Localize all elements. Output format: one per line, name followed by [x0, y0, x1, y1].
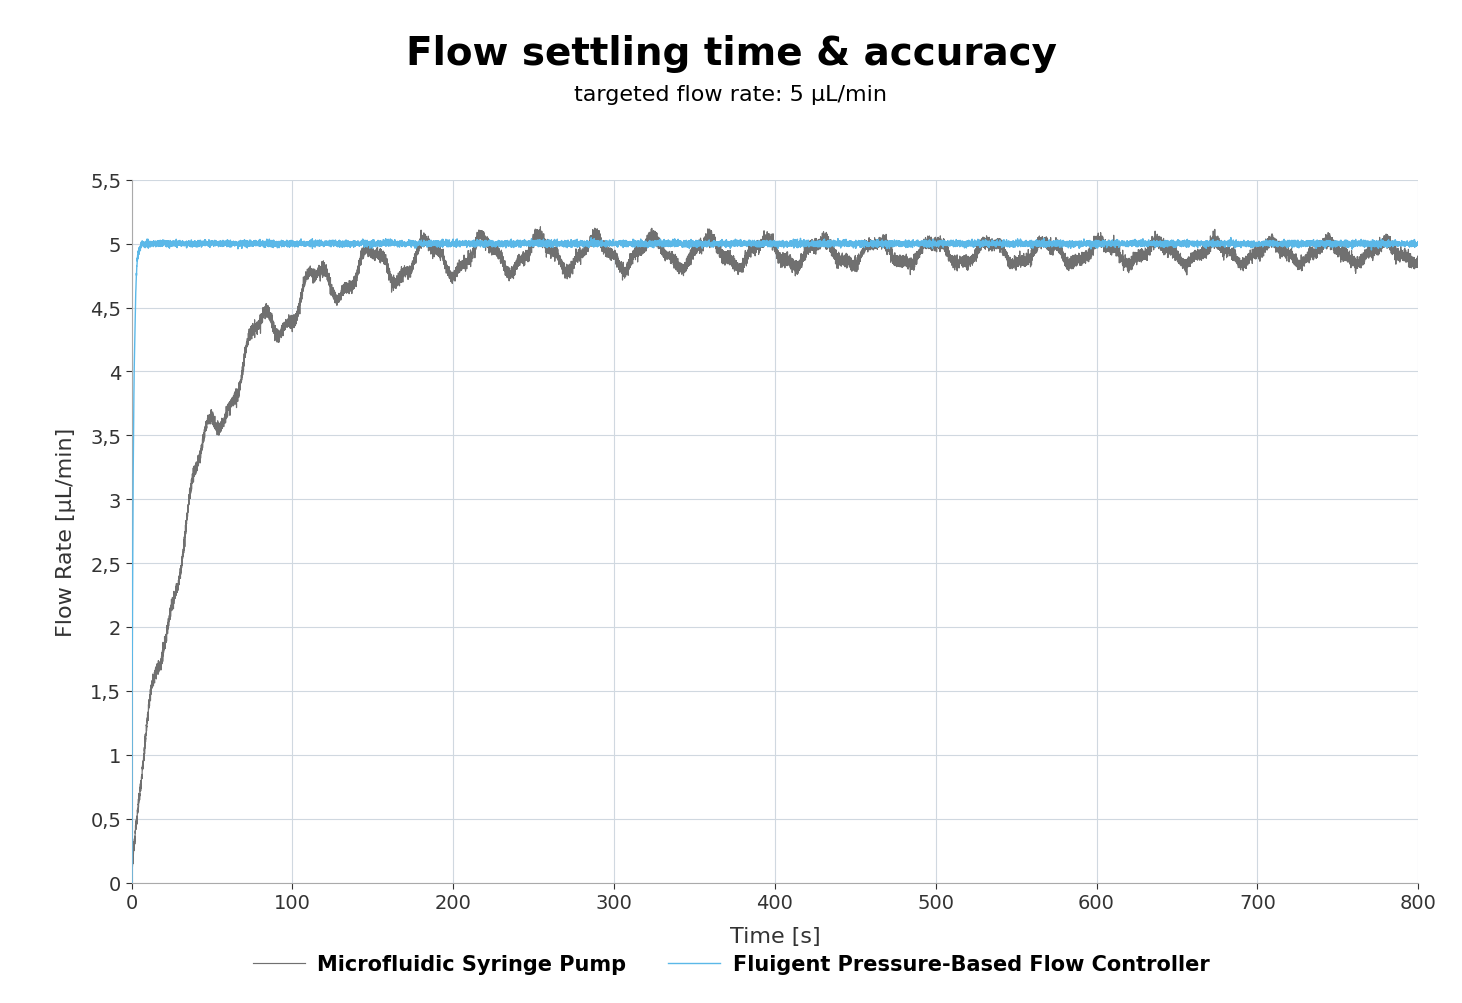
- Microfluidic Syringe Pump: [1409, 259, 1427, 271]
- Legend: Microfluidic Syringe Pump, Fluigent Pressure-Based Flow Controller: Microfluidic Syringe Pump, Fluigent Pres…: [244, 946, 1218, 983]
- Fluigent Pressure-Based Flow Controller: [1178, 234, 1196, 246]
- Line: Microfluidic Syringe Pump: Microfluidic Syringe Pump: [132, 228, 1418, 883]
- Y-axis label: Flow Rate [μL/min]: Flow Rate [μL/min]: [56, 427, 76, 636]
- Line: Fluigent Pressure-Based Flow Controller: Fluigent Pressure-Based Flow Controller: [132, 239, 1418, 883]
- Fluigent Pressure-Based Flow Controller: [1266, 239, 1284, 251]
- Fluigent Pressure-Based Flow Controller: [1358, 239, 1376, 251]
- Fluigent Pressure-Based Flow Controller: [1409, 237, 1427, 249]
- Microfluidic Syringe Pump: [447, 261, 465, 273]
- Text: Flow settling time & accuracy: Flow settling time & accuracy: [405, 35, 1057, 73]
- Microfluidic Syringe Pump: [250, 320, 268, 332]
- Fluigent Pressure-Based Flow Controller: [447, 240, 465, 252]
- X-axis label: Time [s]: Time [s]: [730, 926, 820, 946]
- Microfluidic Syringe Pump: [1178, 254, 1196, 266]
- Microfluidic Syringe Pump: [123, 877, 140, 889]
- Fluigent Pressure-Based Flow Controller: [123, 877, 140, 889]
- Fluigent Pressure-Based Flow Controller: [250, 240, 268, 252]
- Microfluidic Syringe Pump: [1148, 232, 1165, 244]
- Text: targeted flow rate: 5 μL/min: targeted flow rate: 5 μL/min: [575, 85, 887, 105]
- Fluigent Pressure-Based Flow Controller: [1222, 233, 1240, 245]
- Microfluidic Syringe Pump: [1266, 234, 1284, 246]
- Fluigent Pressure-Based Flow Controller: [1148, 241, 1165, 253]
- Microfluidic Syringe Pump: [1358, 252, 1376, 264]
- Microfluidic Syringe Pump: [532, 222, 550, 234]
